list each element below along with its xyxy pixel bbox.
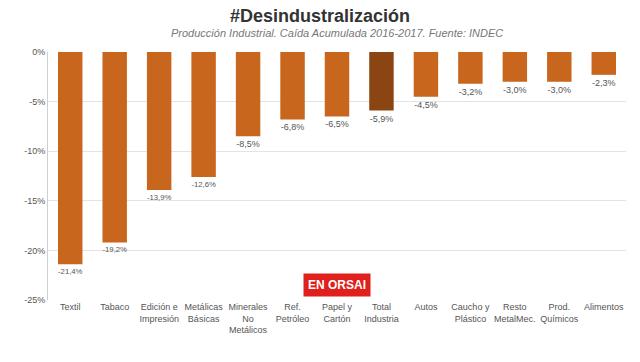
svg-text:-13,9%: -13,9% <box>147 193 172 202</box>
svg-text:MetálicasBásicas: MetálicasBásicas <box>185 302 224 324</box>
svg-text:Caucho yPlástico: Caucho yPlástico <box>451 302 490 324</box>
svg-text:Tabaco: Tabaco <box>100 302 129 312</box>
svg-text:-12,6%: -12,6% <box>191 180 216 189</box>
svg-text:-5,9%: -5,9% <box>370 114 394 124</box>
svg-text:MineralesNoMetálicos: MineralesNoMetálicos <box>229 302 269 335</box>
svg-text:-15%: -15% <box>24 196 45 206</box>
svg-text:-8,5%: -8,5% <box>236 139 260 149</box>
svg-text:-6,5%: -6,5% <box>325 119 349 129</box>
svg-text:-4,5%: -4,5% <box>414 100 438 110</box>
svg-text:TotalIndustria: TotalIndustria <box>364 302 399 324</box>
svg-text:Textil: Textil <box>60 302 81 312</box>
svg-text:0%: 0% <box>32 47 45 57</box>
svg-text:-3,0%: -3,0% <box>503 85 527 95</box>
svg-text:-5%: -5% <box>29 97 45 107</box>
svg-text:-21,4%: -21,4% <box>58 267 83 276</box>
svg-text:Ref.Petróleo: Ref.Petróleo <box>276 302 310 324</box>
svg-text:Papel yCartón: Papel yCartón <box>322 302 353 324</box>
svg-text:-3,0%: -3,0% <box>548 85 572 95</box>
svg-text:Edición eImpresión: Edición eImpresión <box>139 302 179 324</box>
svg-text:-2,3%: -2,3% <box>592 78 616 88</box>
svg-text:Prod.Químicos: Prod.Químicos <box>540 302 579 324</box>
svg-text:-19,2%: -19,2% <box>102 245 127 254</box>
svg-text:-20%: -20% <box>24 246 45 256</box>
svg-text:Autos: Autos <box>414 302 438 312</box>
svg-text:-25%: -25% <box>24 295 45 305</box>
svg-text:Alimentos: Alimentos <box>584 302 624 312</box>
svg-text:#Desindustralización: #Desindustralización <box>230 6 410 26</box>
svg-text:EN ORSAI: EN ORSAI <box>308 278 366 292</box>
svg-text:-3,2%: -3,2% <box>459 87 483 97</box>
svg-text:-10%: -10% <box>24 146 45 156</box>
svg-text:-6,8%: -6,8% <box>281 122 305 132</box>
svg-text:RestoMetalMec.: RestoMetalMec. <box>494 302 536 324</box>
svg-text:Producción Industrial. Caída A: Producción Industrial. Caída Acumulada 2… <box>171 27 503 39</box>
